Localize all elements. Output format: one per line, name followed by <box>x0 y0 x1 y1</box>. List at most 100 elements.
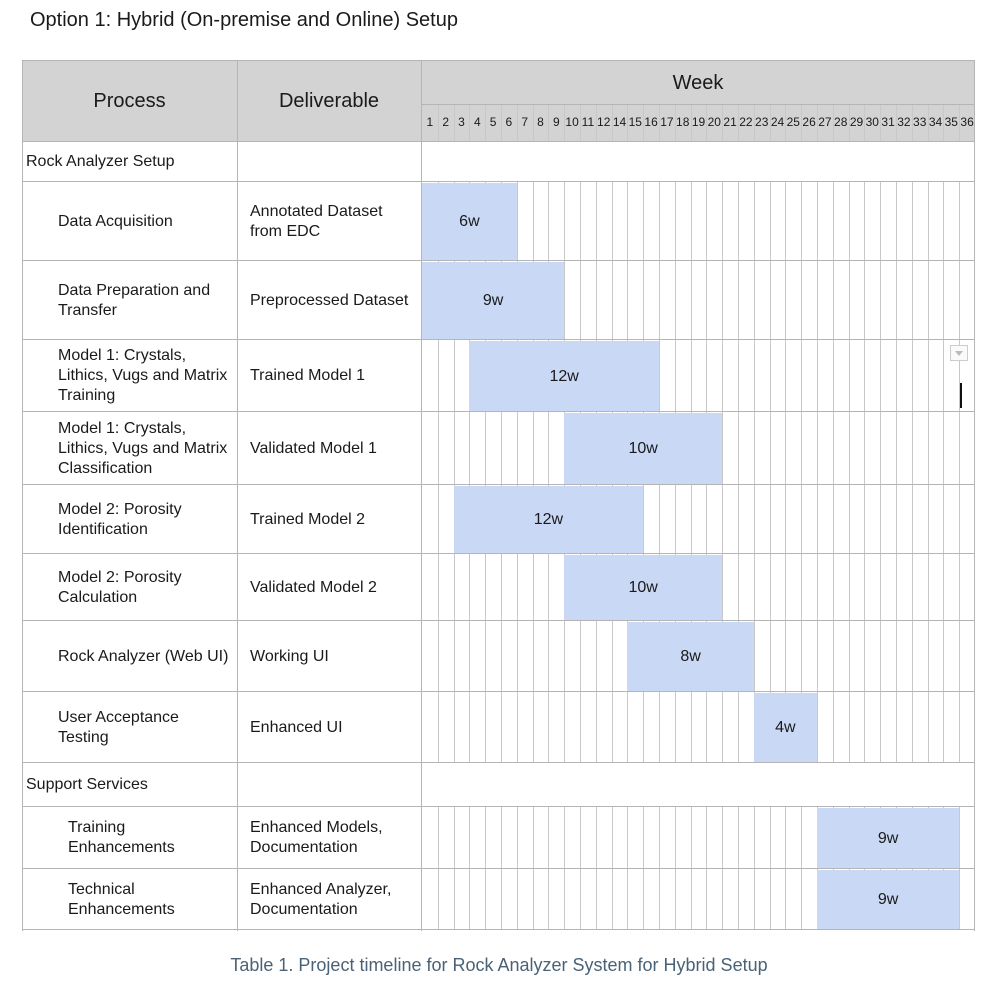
week-gridline <box>501 554 502 621</box>
week-gridline <box>959 485 961 554</box>
week-gridline <box>722 869 724 930</box>
week-gridline <box>722 807 724 869</box>
week-gridline <box>501 621 502 692</box>
week-gridline <box>690 869 692 930</box>
week-gridline <box>959 692 961 763</box>
row-divider <box>22 691 975 692</box>
week-gridline <box>469 869 471 930</box>
gantt-bar-duration: 8w <box>680 648 701 665</box>
gantt-bar: 9w <box>422 262 565 340</box>
week-gridline <box>801 340 803 412</box>
week-gridline <box>769 340 771 412</box>
week-gridline <box>548 554 550 621</box>
week-gridline <box>832 692 834 763</box>
week-gridline <box>864 104 866 142</box>
week-gridline <box>437 412 439 485</box>
section-label: Rock Analyzer Setup <box>26 153 175 170</box>
week-gridline <box>516 412 518 485</box>
process-cell: Data Preparation and Transfer <box>58 281 211 319</box>
week-gridline <box>817 182 818 261</box>
deliverable-column-header: Deliverable <box>278 89 380 112</box>
week-gridline <box>580 261 581 340</box>
week-gridline <box>501 807 502 869</box>
week-gridline <box>832 261 834 340</box>
week-gridline <box>817 340 818 412</box>
dropdown-arrow-icon[interactable] <box>950 345 968 361</box>
week-gridline <box>738 182 739 261</box>
week-gridline <box>485 412 487 485</box>
week-gridline <box>753 104 755 142</box>
week-gridline <box>848 182 850 261</box>
week-gridline <box>738 261 739 340</box>
process-cell: Model 2: Porosity Calculation <box>58 568 182 606</box>
week-gridline <box>706 340 708 412</box>
week-gridline <box>832 104 834 142</box>
week-gridline <box>564 807 566 869</box>
week-gridline <box>611 621 613 692</box>
week-gridline <box>485 621 487 692</box>
week-gridline <box>927 104 929 142</box>
week-gridline <box>659 340 660 412</box>
week-gridline <box>943 182 945 261</box>
week-gridline <box>769 412 771 485</box>
week-gridline <box>722 692 724 763</box>
week-gridline <box>880 621 882 692</box>
week-gridline <box>911 621 913 692</box>
week-gridline <box>943 554 945 621</box>
week-gridline <box>722 412 724 485</box>
week-gridline <box>659 261 660 340</box>
row-divider <box>22 929 975 930</box>
week-gridline <box>516 692 518 763</box>
week-gridline <box>437 340 439 412</box>
week-gridline <box>801 412 803 485</box>
week-gridline <box>674 104 676 142</box>
week-gridline <box>674 485 676 554</box>
deliverable-cell: Enhanced UI <box>250 718 343 736</box>
week-number: 34 <box>928 115 943 129</box>
week-gridline <box>485 692 487 763</box>
week-gridline <box>564 261 566 340</box>
week-gridline <box>690 485 692 554</box>
week-number: 2 <box>442 115 450 129</box>
week-gridline <box>627 692 629 763</box>
week-gridline <box>959 412 961 485</box>
week-gridline <box>722 340 724 412</box>
week-number: 20 <box>707 115 721 129</box>
week-gridline <box>943 104 945 142</box>
row-divider <box>22 762 975 763</box>
week-gridline <box>801 485 803 554</box>
week-gridline <box>595 692 597 763</box>
week-gridline <box>453 340 455 412</box>
week-gridline <box>485 869 487 930</box>
week-gridline <box>738 340 739 412</box>
week-gridline <box>659 104 660 142</box>
row-divider <box>22 484 975 485</box>
week-gridline <box>864 412 866 485</box>
week-number: 33 <box>913 115 927 129</box>
week-gridline <box>911 692 913 763</box>
week-gridline <box>848 412 850 485</box>
week-gridline <box>738 807 739 869</box>
week-gridline <box>864 621 866 692</box>
week-gridline <box>453 692 455 763</box>
week-gridline <box>580 807 581 869</box>
week-gridline <box>706 692 708 763</box>
week-gridline <box>548 692 550 763</box>
week-gridline <box>959 554 961 621</box>
week-number: 3 <box>458 115 465 129</box>
week-number: 28 <box>834 115 848 129</box>
week-gridline <box>927 554 929 621</box>
week-gridline <box>959 869 961 930</box>
week-column-header: Week <box>672 71 724 94</box>
row-divider <box>22 181 975 182</box>
week-gridline <box>469 807 471 869</box>
week-gridline <box>911 340 913 412</box>
gantt-bar-duration: 9w <box>877 891 899 908</box>
table-caption: Table 1. Project timeline for Rock Analy… <box>230 955 768 975</box>
week-gridline <box>674 340 676 412</box>
week-number: 5 <box>489 115 497 129</box>
week-gridline <box>564 692 566 763</box>
week-gridline <box>880 340 882 412</box>
gantt-bar: 12w <box>453 486 644 554</box>
week-gridline <box>848 621 850 692</box>
